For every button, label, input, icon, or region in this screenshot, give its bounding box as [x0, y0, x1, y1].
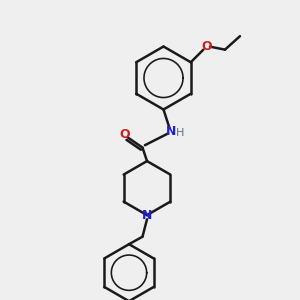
Text: N: N — [142, 208, 152, 222]
Text: O: O — [119, 128, 130, 141]
Text: H: H — [176, 128, 184, 139]
Text: O: O — [201, 40, 212, 53]
Text: N: N — [166, 124, 176, 138]
